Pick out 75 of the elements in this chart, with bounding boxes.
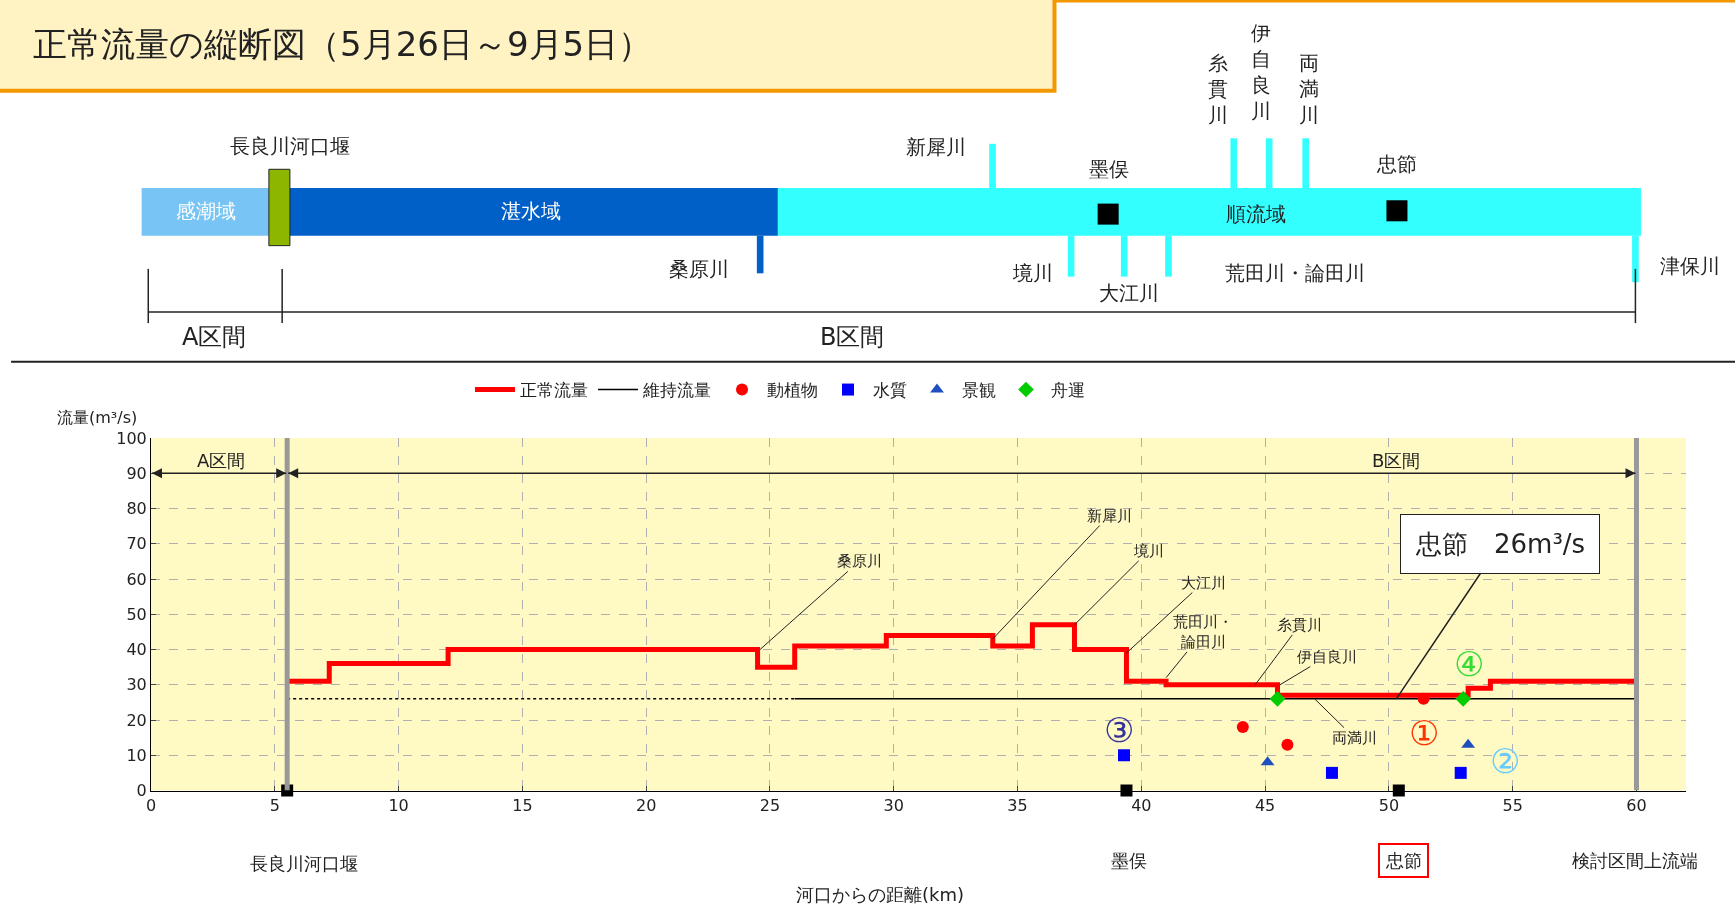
text: A区間: [182, 323, 247, 351]
point: [1269, 691, 1286, 707]
annotation: 糸貫川: [1277, 616, 1322, 634]
y-tick-label: 50: [126, 604, 147, 624]
point: [1454, 766, 1467, 779]
annotation: 忠節 26m³/s: [1415, 529, 1586, 559]
annotation: ②: [1490, 741, 1521, 781]
text: 境川: [1012, 261, 1053, 285]
text: 津保川: [1660, 254, 1720, 278]
legend-label: 水質: [873, 380, 907, 401]
text: 墨俣: [1089, 157, 1129, 181]
point: [1117, 749, 1130, 762]
y-tick-label: 40: [126, 640, 147, 660]
annotation: 両満川: [1332, 729, 1377, 747]
x-tick-label: 30: [883, 795, 904, 815]
text: B区間: [820, 323, 885, 351]
text: 荒田川・論田川: [1225, 261, 1365, 285]
point: [1236, 721, 1249, 734]
text: 桑原川: [669, 257, 729, 281]
annotation: ①: [1409, 713, 1440, 753]
x-tick-label: 35: [1007, 795, 1028, 815]
x-tick-label: 40: [1131, 795, 1152, 815]
annotation: A区間: [197, 450, 246, 471]
annotation: 新犀川: [1087, 507, 1132, 525]
y-tick-label: 10: [126, 745, 147, 765]
x-tick-label: 60: [1626, 795, 1647, 815]
y-tick-label: 80: [126, 499, 147, 519]
x-tick-label: 15: [512, 795, 533, 815]
text: 墨俣: [1111, 850, 1147, 871]
y-tick-label: 90: [126, 463, 147, 483]
point: [1325, 766, 1338, 779]
point: [1455, 691, 1471, 707]
text: 順流域: [1226, 202, 1286, 226]
y-tick-label: 20: [126, 710, 147, 730]
annotation: 桑原川: [837, 552, 882, 570]
legend-label: 正常流量: [520, 380, 588, 401]
point: [1417, 692, 1430, 705]
x-tick-label: 20: [635, 795, 657, 815]
legend-label: 舟運: [1051, 380, 1085, 401]
annotation: ③: [1104, 710, 1135, 750]
x-tick-label: 50: [1378, 795, 1400, 815]
annotation: B区間: [1372, 450, 1421, 471]
text: 大江川: [1099, 281, 1159, 305]
x-tick-label: 45: [1254, 795, 1276, 815]
legend-label: 景観: [962, 380, 996, 401]
legend-label: 維持流量: [642, 380, 711, 401]
text: 忠節: [1376, 152, 1417, 176]
text: 忠節: [1385, 850, 1422, 871]
annotation: 伊自良川: [1297, 648, 1357, 666]
annotation: 大江川: [1181, 574, 1226, 592]
text: 検討区間上流端: [1572, 850, 1698, 871]
x-tick-label: 5: [269, 795, 280, 815]
annotation: 荒田川・論田川: [1173, 613, 1233, 651]
y-tick-label: 100: [116, 428, 147, 448]
x-tick-label: 25: [759, 795, 781, 815]
y-tick-label: 0: [136, 781, 147, 801]
text: 両満川: [1299, 51, 1319, 127]
legend-label: 動植物: [767, 380, 818, 401]
y-axis-title: 流量(m³/s): [57, 408, 138, 427]
y-tick-label: 70: [126, 534, 147, 554]
x-axis-title: 河口からの距離(km): [796, 884, 965, 905]
text: 新犀川: [906, 135, 966, 159]
point: [1281, 738, 1294, 751]
text: 感潮域: [176, 199, 236, 223]
annotation: ④: [1454, 644, 1485, 684]
text: 長良川河口堰: [250, 853, 358, 874]
y-tick-label: 60: [126, 569, 147, 589]
text: 湛水域: [501, 199, 561, 223]
text: 伊自良川: [1251, 21, 1271, 123]
annotation: 境川: [1133, 542, 1164, 560]
x-tick-label: 55: [1502, 795, 1523, 815]
text: 糸貫川: [1208, 51, 1228, 127]
x-tick-label: 10: [388, 795, 409, 815]
text: 長良川河口堰: [230, 134, 350, 158]
y-tick-label: 30: [126, 675, 147, 695]
